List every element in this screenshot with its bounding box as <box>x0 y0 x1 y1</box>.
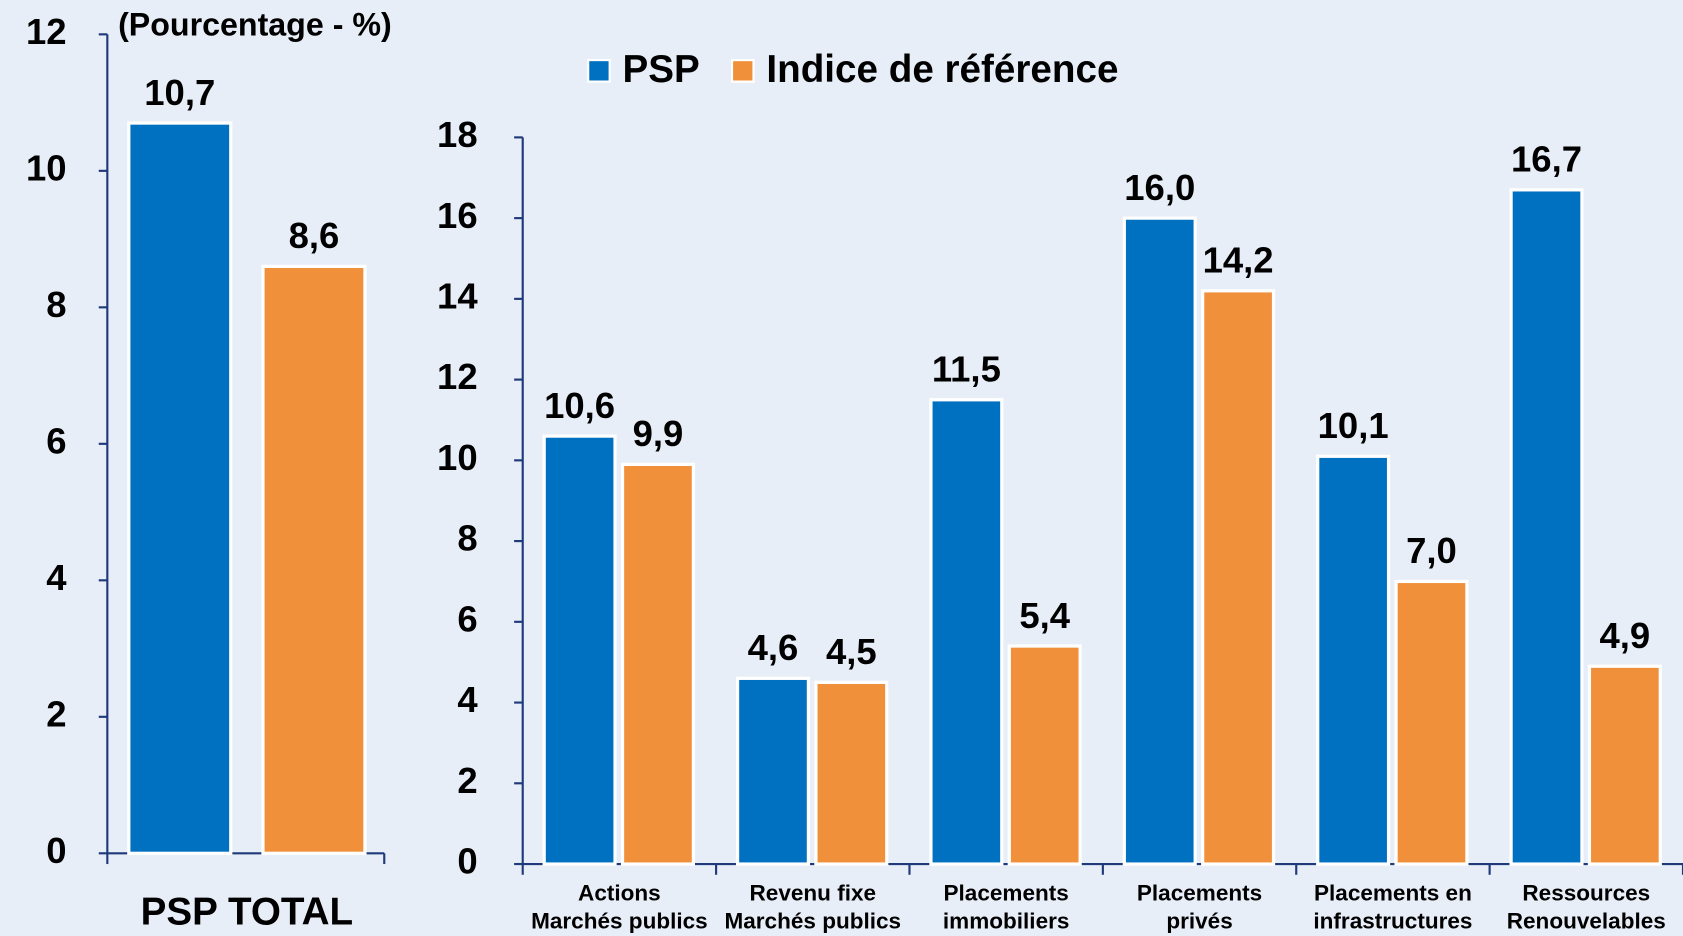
annotation: (Pourcentage - %) <box>118 6 392 42</box>
x-tick-label: Placements en infrastructures <box>1313 881 1473 934</box>
y-tick-label: 12 <box>26 11 67 52</box>
bar <box>735 676 811 866</box>
y-tick-label: 10 <box>437 437 478 478</box>
data-label: 14,2 <box>1203 240 1274 281</box>
y-tick-label: 8 <box>457 518 477 559</box>
bar <box>127 121 233 855</box>
y-tick-label: 0 <box>457 841 477 882</box>
x-tick-label: Placements privés <box>1136 881 1263 934</box>
y-tick-label: 6 <box>457 598 477 639</box>
data-label: 11,5 <box>932 349 1001 390</box>
y-tick-label: 10 <box>26 147 67 188</box>
y-tick-label: 18 <box>437 114 478 155</box>
y-tick-label: 2 <box>457 760 477 801</box>
data-label: 9,9 <box>633 413 684 454</box>
data-label: 5,4 <box>1019 595 1070 636</box>
bar <box>620 462 695 866</box>
x-tick-label: PSP TOTAL <box>141 891 353 934</box>
y-tick-label: 8 <box>46 284 66 325</box>
y-tick-label: 0 <box>46 830 66 871</box>
data-label: 8,6 <box>289 215 340 256</box>
bar <box>1394 579 1469 866</box>
legend-swatch <box>730 59 755 83</box>
x-tick-label: Ressources Renouvelables <box>1506 881 1666 934</box>
y-tick-label: 14 <box>437 276 478 317</box>
y-tick-label: 12 <box>437 356 478 397</box>
bar <box>1316 454 1391 866</box>
y-tick-label: 6 <box>46 420 66 461</box>
bar <box>1587 664 1662 866</box>
bar <box>261 264 367 855</box>
bar <box>542 434 617 866</box>
data-label: 4,9 <box>1599 615 1650 656</box>
y-tick-label: 4 <box>457 679 478 720</box>
data-label: 7,0 <box>1406 530 1457 571</box>
bar <box>1201 289 1276 866</box>
y-tick-label: 2 <box>46 693 66 734</box>
bar <box>1509 188 1584 866</box>
bar <box>1007 644 1082 866</box>
x-tick-label: Actions Marchés publics <box>531 881 708 934</box>
y-tick-label: 4 <box>46 557 67 598</box>
legend-label: Indice de référence <box>766 48 1118 91</box>
data-label: 4,5 <box>826 631 877 672</box>
bar <box>814 680 889 866</box>
legend-label: PSP <box>623 48 700 91</box>
x-tick-label: Revenu fixe Marchés publics <box>724 881 902 934</box>
bar <box>1122 216 1197 866</box>
bar <box>929 398 1004 866</box>
data-label: 4,6 <box>748 627 799 668</box>
y-tick-label: 16 <box>437 195 478 236</box>
data-label: 10,1 <box>1318 405 1389 446</box>
data-label: 16,7 <box>1511 139 1582 180</box>
data-label: 16,0 <box>1124 167 1195 208</box>
data-label: 10,6 <box>544 385 615 426</box>
x-tick-label: Placements immobiliers <box>942 881 1070 934</box>
data-label: 10,7 <box>144 72 215 113</box>
legend-swatch <box>587 59 611 83</box>
